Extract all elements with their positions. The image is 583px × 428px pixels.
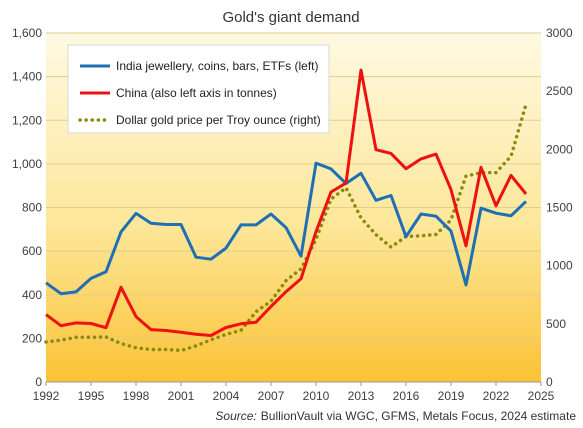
legend-box — [67, 44, 330, 134]
y-right-tick-label: 500 — [546, 317, 566, 331]
x-tick-label: 2004 — [213, 389, 240, 403]
y-right-tick-label: 0 — [546, 375, 553, 389]
legend-label-india: India jewellery, coins, bars, ETFs (left… — [116, 59, 319, 73]
x-tick-label: 2016 — [393, 389, 420, 403]
x-tick-label: 2010 — [303, 389, 330, 403]
y-left-tick-label: 200 — [22, 331, 42, 345]
x-tick-label: 2025 — [528, 389, 555, 403]
y-left-tick-label: 400 — [22, 288, 42, 302]
y-right-tick-label: 1000 — [546, 259, 573, 273]
y-right-tick-label: 2000 — [546, 142, 573, 156]
source-note: Source: BullionVault via WGC, GFMS, Metal… — [215, 409, 576, 423]
y-left-tick-label: 0 — [35, 375, 42, 389]
x-tick-label: 1998 — [123, 389, 150, 403]
legend: India jewellery, coins, bars, ETFs (left… — [67, 44, 330, 134]
y-left-tick-label: 1,400 — [12, 70, 42, 84]
legend-label-china: China (also left axis in tonnes) — [116, 86, 277, 100]
source-label: Source: — [215, 409, 256, 423]
series-line-gold-price — [44, 102, 528, 353]
x-tick-label: 2001 — [168, 389, 195, 403]
chart-title: Gold's giant demand — [222, 9, 359, 26]
legend-label-gold-price: Dollar gold price per Troy ounce (right) — [116, 113, 321, 127]
y-left-tick-label: 1,200 — [12, 113, 42, 127]
x-tick-label: 1992 — [33, 389, 60, 403]
y-right-tick-label: 1500 — [546, 201, 573, 215]
y-right-tick-label: 3000 — [546, 26, 573, 40]
y-left-tick-label: 800 — [22, 201, 42, 215]
source-text: BullionVault via WGC, GFMS, Metals Focus… — [261, 409, 577, 423]
x-tick-label: 2019 — [438, 389, 465, 403]
x-tick-label: 2013 — [348, 389, 375, 403]
y-left-tick-label: 1,000 — [12, 157, 42, 171]
x-tick-label: 2007 — [258, 389, 285, 403]
y-right-tick-label: 2500 — [546, 84, 573, 98]
x-tick-label: 2022 — [483, 389, 510, 403]
y-left-tick-label: 1,600 — [12, 26, 42, 40]
series-line-india — [45, 161, 528, 296]
axes: 0 200 400 600 800 1,000 1,200 1,400 1,600 0 500 100… — [12, 26, 573, 403]
series-layer — [44, 68, 528, 353]
y-left-tick-label: 600 — [22, 244, 42, 258]
x-tick-label: 1995 — [78, 389, 105, 403]
series-line-china — [45, 68, 528, 337]
